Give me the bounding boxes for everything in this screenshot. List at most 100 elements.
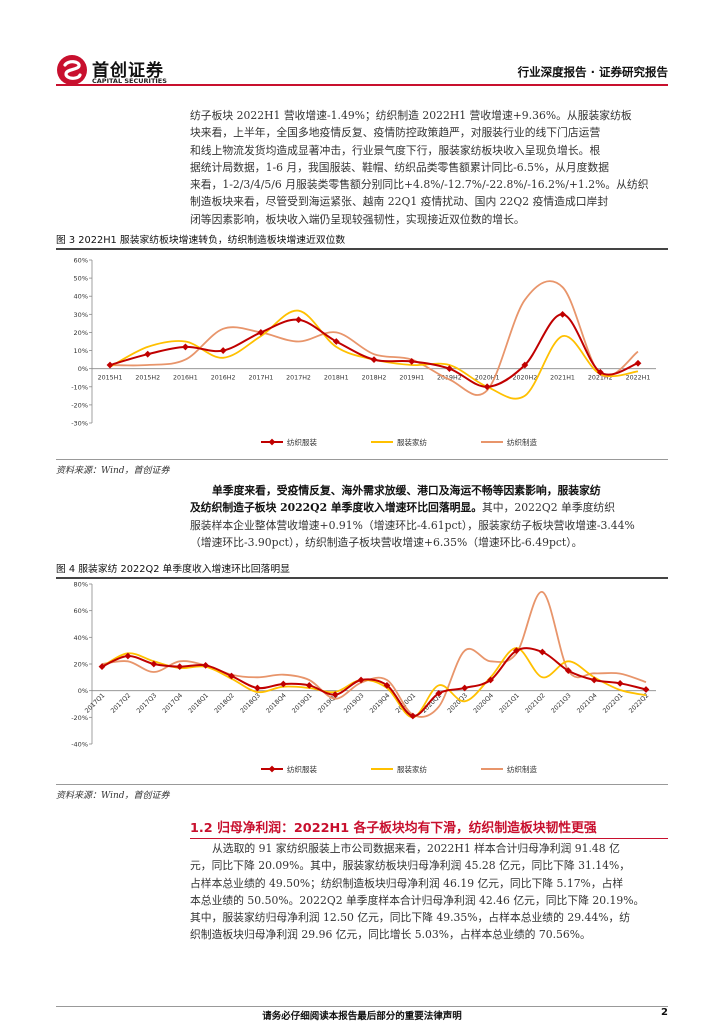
figure3-title: 图 3 2022H1 服装家纺板块增速转负，纺织制造板块增速近双位数 — [56, 235, 346, 246]
x-tick-label: 2017H1 — [248, 375, 273, 382]
data-point — [332, 338, 340, 345]
y-tick-label: 0% — [78, 687, 88, 695]
paragraph-revenue-h1: 纺子板块 2022H1 营收增速-1.49%；纺织制造 2022H1 营收增速+… — [190, 107, 668, 228]
y-tick-label: 30% — [74, 311, 88, 319]
x-tick-label: 2022H1 — [626, 375, 651, 382]
data-point — [257, 329, 265, 336]
y-tick-label: 40% — [74, 634, 88, 642]
x-tick-label: 2018H2 — [362, 375, 387, 382]
text-line: 来看，1-2/3/4/5/6 月服装类零售额分别同比+4.8%/-12.7%/-… — [190, 178, 649, 192]
data-point — [483, 383, 491, 391]
y-tick-label: 0% — [78, 365, 88, 373]
data-point — [182, 343, 189, 351]
x-tick-label: 2019H1 — [399, 375, 424, 382]
x-tick-label: 2018Q2 — [213, 692, 236, 715]
legend-marker — [268, 765, 276, 773]
y-tick-label: 20% — [74, 661, 88, 669]
figure4-bottom-rule — [56, 784, 668, 785]
x-tick-label: 2017Q4 — [162, 692, 185, 715]
data-point — [596, 368, 604, 376]
legend-label: 纺织制造 — [507, 764, 537, 774]
data-point — [642, 686, 650, 693]
figure3-chart: 60% 50% 40% 30% 20% 10% 0% -10% -20% -30% 2015H1 20… — [71, 257, 656, 447]
data-point — [295, 316, 302, 324]
text-line: 闭等因素影响，板块收入端仍呈现较强韧性，实现接近双位数的增长。 — [190, 212, 525, 226]
legend-label: 纺织服装 — [287, 437, 317, 447]
text-line: 服装样本企业整体营收增速+0.91%（增速环比-4.61pct），服装家纺子板块… — [190, 518, 635, 532]
text-line: 和线上物流发货均造成显著冲击，行业景气度下行，服装家纺板块收入呈现负增长。根 — [190, 143, 601, 157]
figure4-chart: 80% 60% 40% 20% 0% -20% -40% 2017Q1 2017Q2 2017Q3… — [71, 581, 656, 774]
report-type-label: 行业深度报告 · 证券研究报告 — [517, 65, 668, 79]
y-tick-label: 40% — [74, 293, 88, 301]
x-tick-label: 2015H2 — [135, 375, 160, 382]
x-tick-label: 2020Q4 — [472, 692, 495, 715]
x-tick-label: 2015H1 — [98, 375, 123, 382]
figure3-bottom-rule — [56, 459, 668, 460]
x-tick-label: 2016H2 — [211, 375, 236, 382]
legend-marker — [268, 438, 276, 446]
text-line: 元，同比下降 20.09%。其中，服装家纺板块归母净利润 45.28 亿元，同比… — [190, 859, 631, 873]
text-line: 单季度来看，受疫情反复、海外需求放缓、港口及海运不畅等因素影响，服装家纺 — [212, 484, 601, 497]
company-logo: 首创证券 CAPITAL SECURITIES — [56, 54, 206, 90]
x-tick-label: 2020H2 — [512, 375, 537, 382]
y-tick-label: 10% — [74, 347, 88, 355]
y-tick-label: 80% — [74, 581, 88, 589]
legend-label: 服装家纺 — [397, 437, 427, 447]
text-line: 本总业绩的 50.50%。2022Q2 单季度样本合计归母净利润 42.46 亿… — [190, 893, 645, 907]
footer-divider — [56, 1006, 668, 1007]
x-tick-label: 2017H2 — [286, 375, 311, 382]
text-line: 及纺织制造子板块 2022Q2 单季度收入增速环比回落明显。其中，2022Q2 … — [190, 499, 668, 516]
data-point — [305, 681, 313, 689]
x-tick-label: 2017Q3 — [136, 692, 159, 715]
y-tick-label: -30% — [71, 420, 88, 428]
legal-notice: 请务必仔细阅读本报告最后部分的重要法律声明 — [262, 1011, 462, 1022]
x-tick-label: 2022Q1 — [602, 692, 625, 715]
data-point — [106, 361, 114, 369]
text: 其中，2022Q2 单季度纺织 — [482, 501, 616, 515]
x-tick-label: 2020Q3 — [446, 692, 469, 715]
data-point — [408, 358, 416, 365]
figure3-source: 资料来源：Wind，首创证券 — [56, 466, 170, 476]
y-tick-label: 60% — [74, 607, 88, 615]
section-title-net-profit: 1.2 归母净利润：2022H1 各子板块均有下滑，纺织制造板块韧性更强 — [190, 821, 597, 836]
y-tick-label: -20% — [71, 401, 88, 409]
section-divider — [190, 838, 668, 839]
data-point — [370, 356, 378, 364]
data-point — [634, 359, 642, 367]
x-tick-label: 2019Q4 — [369, 692, 392, 715]
data-point — [202, 661, 210, 669]
x-tick-label: 2017Q1 — [84, 692, 107, 715]
x-tick-label: 2018Q3 — [239, 692, 262, 715]
paragraph-quarterly-revenue: 单季度来看，受疫情反复、海外需求放缓、港口及海运不畅等因素影响，服装家纺及纺织制… — [190, 482, 668, 551]
figure3-top-rule — [56, 248, 668, 250]
data-point — [144, 350, 152, 358]
page-number: 2 — [661, 1007, 668, 1018]
x-tick-label: 2016H1 — [173, 375, 198, 382]
figure4-top-rule — [56, 577, 668, 579]
bold-text: 及纺织制造子板块 2022Q2 单季度收入增速环比回落明显。 — [190, 501, 483, 515]
paragraph-net-profit: 从选取的 91 家纺织服装上市公司数据来看，2022H1 样本合计归母净利润 9… — [190, 840, 668, 944]
x-tick-label: 2021Q4 — [576, 692, 599, 715]
text-line: 其中，服装家纺归母净利润 12.50 亿元，同比下降 49.35%，占样本总业绩… — [190, 911, 631, 925]
x-tick-label: 2021Q1 — [498, 692, 521, 715]
y-tick-label: 60% — [74, 257, 88, 265]
figure4-source: 资料来源：Wind，首创证券 — [56, 791, 170, 801]
legend-label: 服装家纺 — [397, 764, 427, 774]
data-point — [616, 679, 624, 687]
y-tick-label: 20% — [74, 329, 88, 337]
data-point — [435, 689, 443, 697]
x-tick-label: 2019H2 — [437, 375, 462, 382]
data-point — [590, 676, 598, 684]
series-line-0 — [101, 647, 647, 717]
x-tick-label: 2022Q2 — [628, 692, 651, 715]
x-tick-label: 2018Q1 — [187, 692, 210, 715]
x-tick-label: 2021H2 — [588, 375, 613, 382]
x-tick-label: 2021Q3 — [550, 692, 573, 715]
header-divider — [56, 84, 668, 86]
text-line: 据统计局数据，1-6 月，我国服装、鞋帽、纺织品类零售额累计同比-6.5%，从月… — [190, 160, 609, 174]
y-tick-label: -20% — [71, 714, 88, 722]
data-point — [176, 663, 184, 671]
figure4-title: 图 4 服装家纺 2022Q2 单季度收入增速环比回落明显 — [56, 564, 290, 575]
x-tick-label: 2020H1 — [475, 375, 500, 382]
text-line: 块来看，上半年，全国多地疫情反复、疫情防控政策趋严，对服装行业的线下门店运营 — [190, 126, 601, 140]
